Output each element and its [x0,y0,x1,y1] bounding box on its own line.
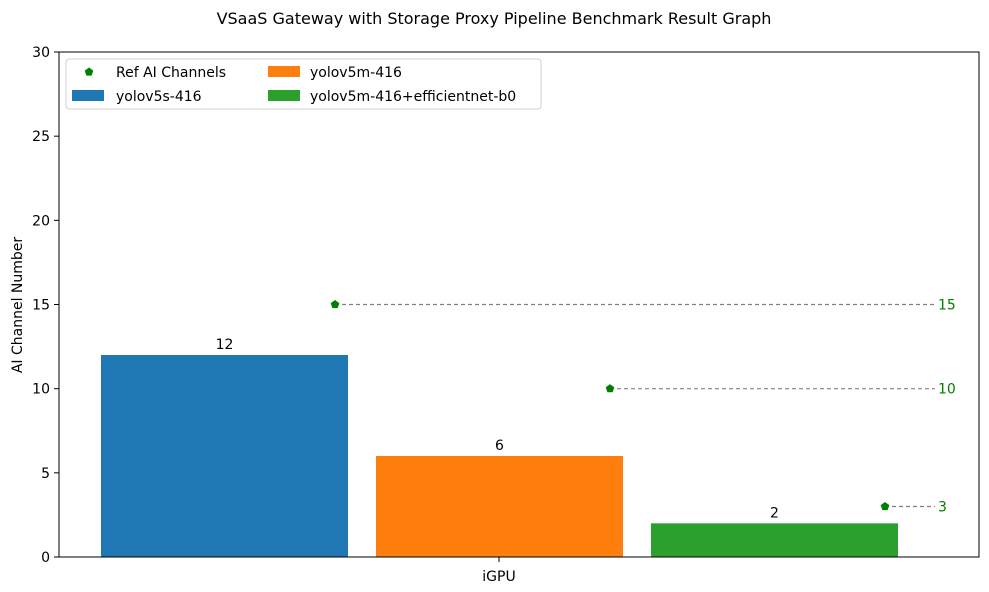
bar-value-label: 6 [495,438,504,454]
bar-value-label: 12 [216,337,234,353]
ref-marker [880,502,890,511]
y-tick-label: 20 [32,213,50,229]
y-tick-label: 0 [41,550,50,566]
ref-value-label: 3 [938,500,947,516]
legend-label: yolov5m-416 [310,65,402,81]
y-tick-label: 5 [41,466,50,482]
ref-value-label: 15 [938,298,956,314]
y-axis: 0 5 10 15 20 25 30 [32,45,59,566]
legend-swatch-yolov5s-416 [72,90,104,101]
plot-frame [58,51,980,558]
legend-ref-swatch [84,67,94,76]
legend: Ref AI Channels yolov5s-416 yolov5m-416 yol… [65,58,542,110]
y-tick-label: 25 [32,129,50,145]
bar-value-label: 2 [770,505,779,521]
x-tick-label: iGPU [482,569,515,585]
reference-markers-group: 15 10 3 [330,298,956,516]
y-tick-label: 30 [32,45,50,61]
ref-marker [605,384,615,393]
x-axis: iGPU [482,557,516,585]
y-tick-label: 10 [32,382,50,398]
ref-value-label: 10 [938,382,956,398]
legend-ref-label: Ref AI Channels [116,65,226,81]
legend-box [65,58,542,110]
legend-label: yolov5m-416+efficientnet-b0 [310,89,516,105]
y-tick-label: 15 [32,298,50,314]
bar-yolov5m-416+efficientnet-b0 [651,523,898,557]
ref-marker [330,300,340,309]
legend-swatch-yolov5m-416 [268,66,300,77]
bars-group: 12 6 2 [101,337,898,557]
bar-yolov5m-416 [376,456,623,557]
chart-title: VSaaS Gateway with Storage Proxy Pipelin… [217,9,772,28]
legend-swatch-yolov5m-416+efficientnet-b0 [268,90,300,101]
legend-label: yolov5s-416 [116,89,202,105]
y-axis-label: AI Channel Number [10,237,26,374]
bar-yolov5s-416 [101,355,348,557]
